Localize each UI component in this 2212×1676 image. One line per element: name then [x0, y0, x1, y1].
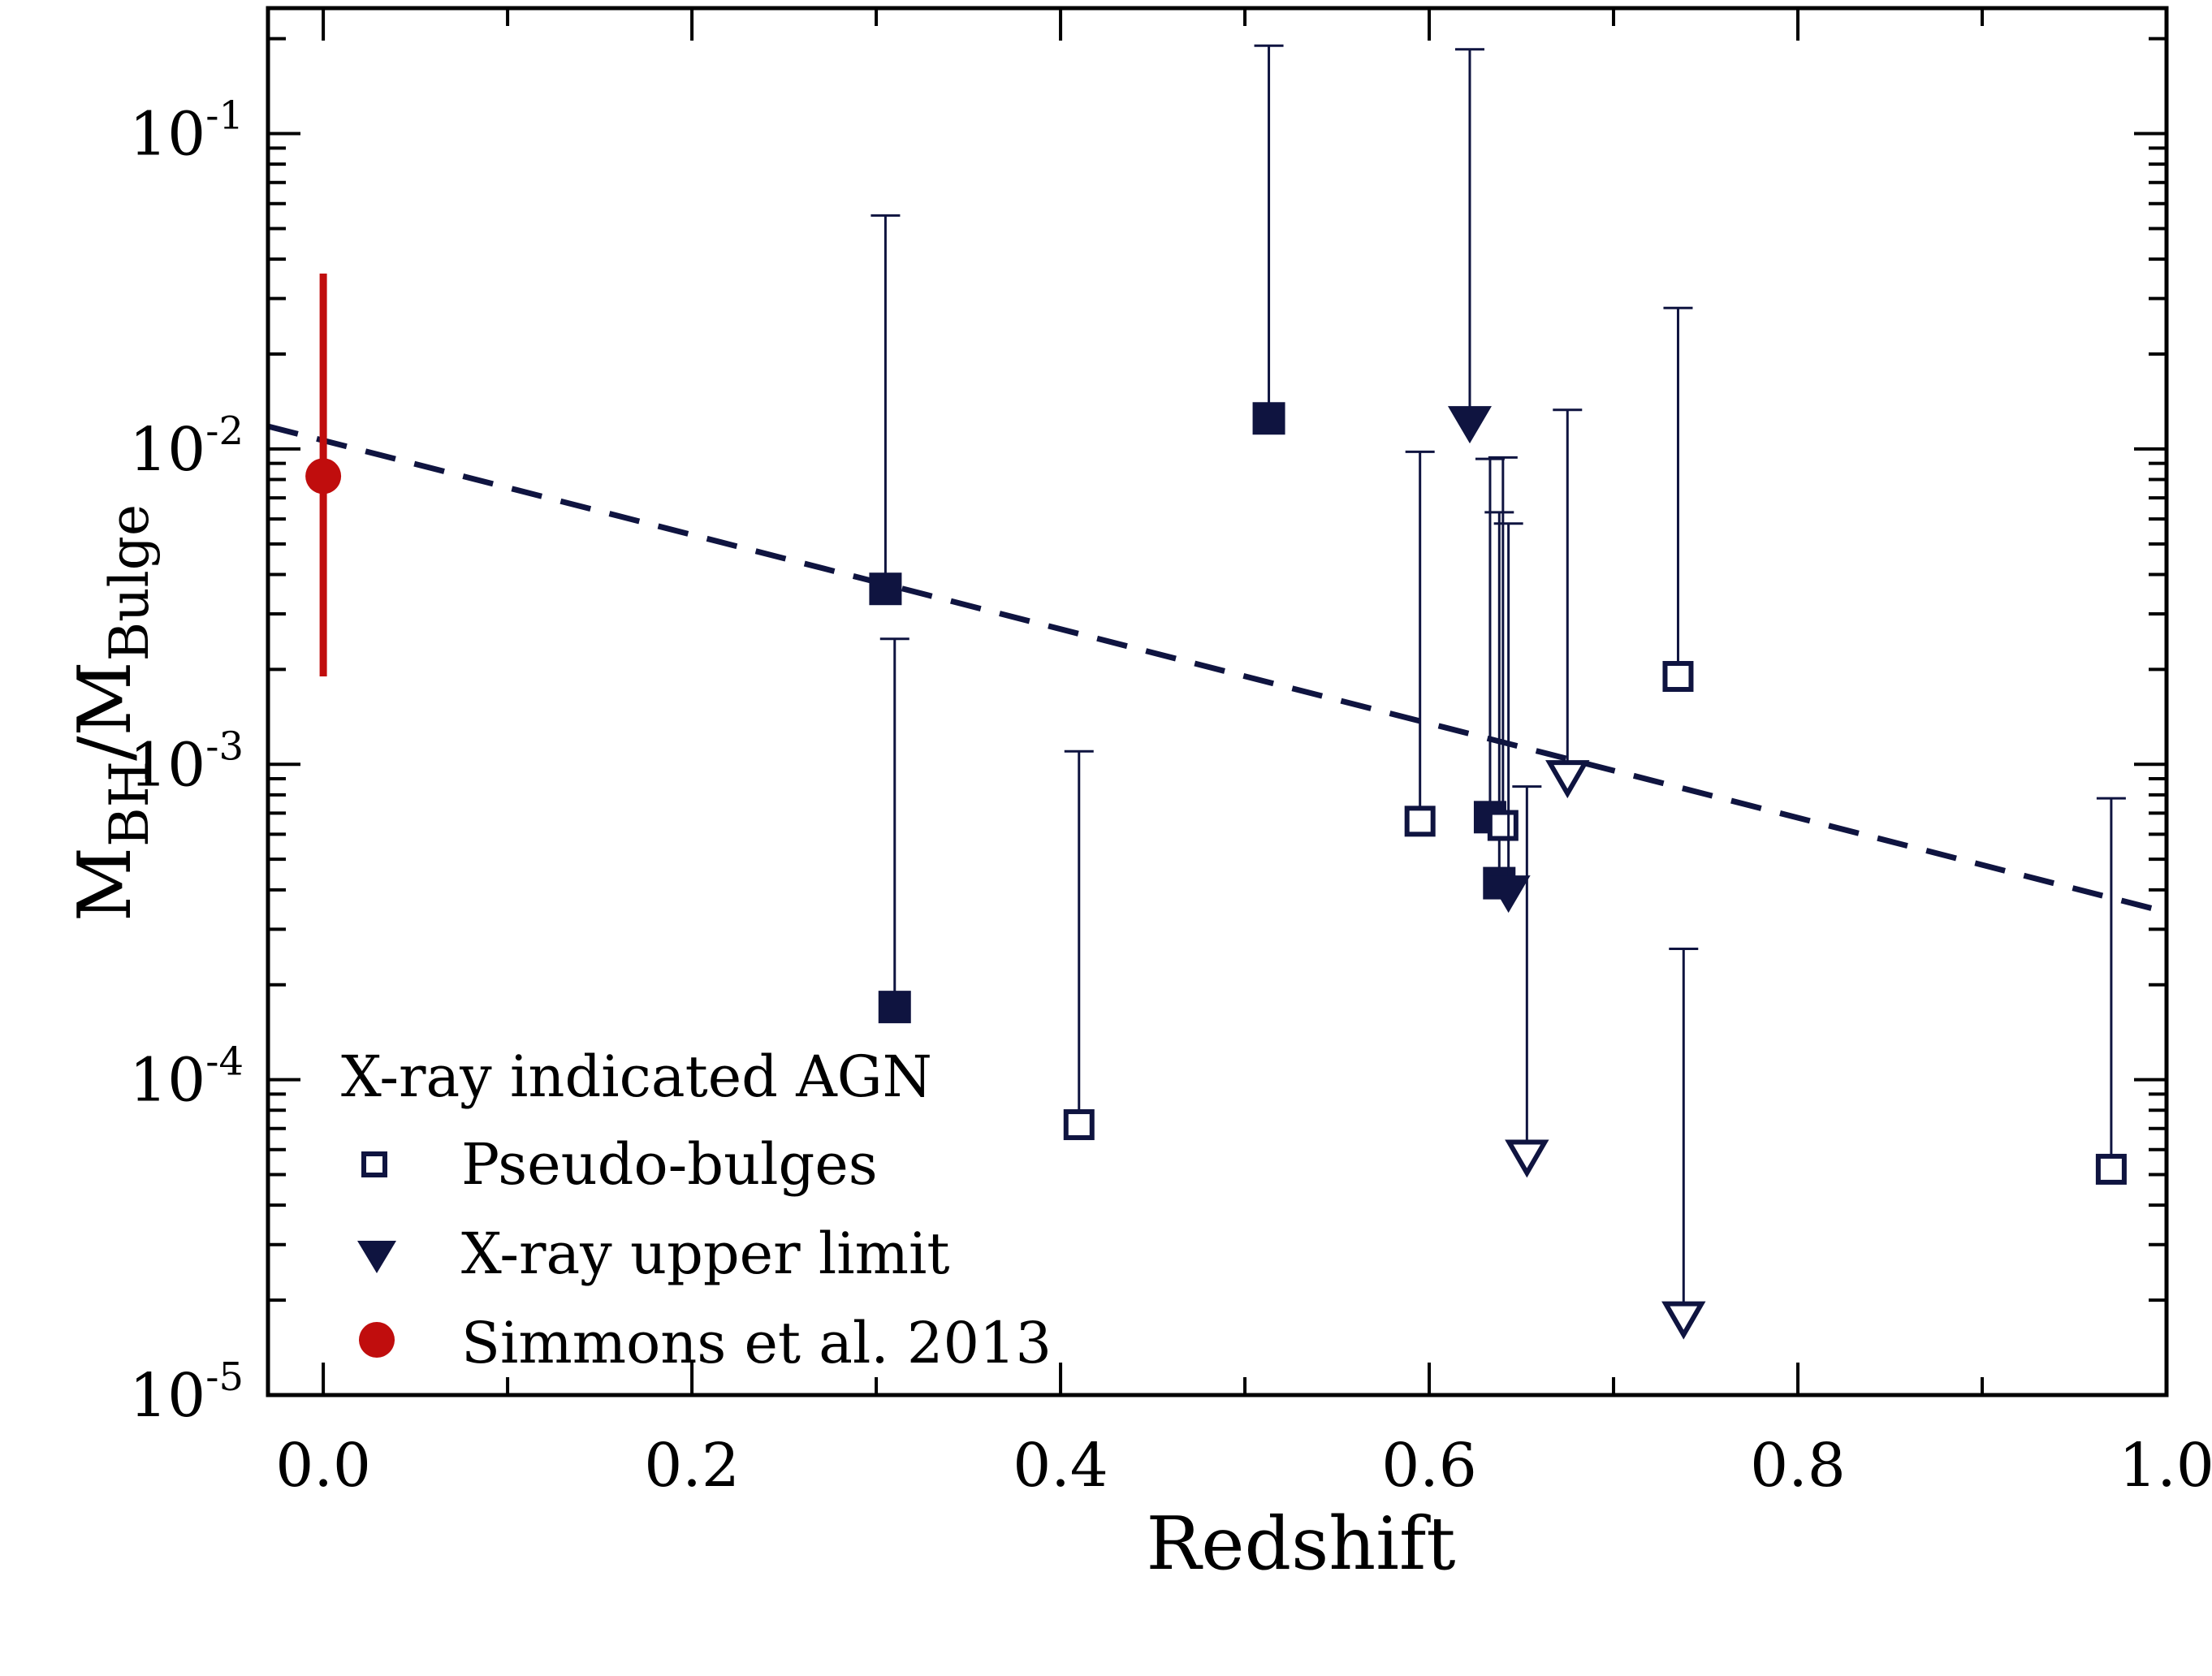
- plot-frame: [266, 6, 2169, 1397]
- y-axis-label: MBH/MBulge: [63, 504, 161, 922]
- y-label-slash: /M: [63, 661, 148, 760]
- pseudo-bulge-point: [1662, 661, 1694, 693]
- upper-limit-pseudo-bulge-point: [1505, 1139, 1549, 1178]
- y-label-sub-bh: BH: [98, 761, 161, 847]
- y-tick-label-base: 10: [129, 100, 205, 170]
- x-tick-label: 0.8: [1750, 1431, 1846, 1501]
- y-tick-label-base: 10: [129, 1046, 205, 1116]
- legend-red-circle-marker: [359, 1322, 395, 1358]
- fit-line: [267, 423, 2167, 915]
- fit-line-layer: [267, 423, 2167, 915]
- y-tick-label: 10-2: [129, 408, 244, 485]
- agn-point: [869, 572, 902, 606]
- y-label-base: M: [63, 847, 148, 922]
- y-tick-label: 10-4: [129, 1039, 244, 1116]
- y-tick-label: 10-5: [129, 1354, 244, 1431]
- x-tick-label: 0.0: [275, 1431, 371, 1501]
- upper-limit-pseudo-bulge-point: [1661, 1301, 1706, 1340]
- y-tick-label: 10-1: [129, 93, 244, 170]
- pseudo-bulge-point: [1404, 806, 1436, 837]
- upper-limit-pseudo-bulge-point: [1545, 760, 1590, 799]
- agn-point: [1252, 402, 1285, 435]
- y-tick-label-exponent: -3: [205, 724, 244, 769]
- pseudo-bulge-point: [1063, 1109, 1095, 1141]
- y-tick-label-exponent: -1: [205, 93, 244, 139]
- y-tick-label-exponent: -4: [205, 1039, 244, 1085]
- x-tick-label: 0.2: [644, 1431, 740, 1501]
- tick-labels: 0.0 0.2 0.4 0.6 0.8 1.010-510-410-310-210-1: [129, 93, 2212, 1501]
- legend-title: X-ray indicated AGN: [341, 1043, 932, 1110]
- y-tick-label: 10-3: [129, 724, 244, 800]
- upper-limit-point: [1447, 406, 1492, 444]
- legend-label-upper-limit: X-ray upper limit: [461, 1220, 950, 1287]
- axis-ticks: [268, 8, 2168, 1397]
- y-tick-label-exponent: -2: [205, 408, 244, 454]
- legend: X-ray indicated AGN Pseudo-bulges X-ray …: [341, 1043, 1052, 1376]
- y-tick-label-base: 10: [129, 1361, 205, 1431]
- y-tick-label-base: 10: [129, 415, 205, 485]
- y-tick-label-base: 10: [129, 730, 205, 800]
- upper-limit-point: [1486, 875, 1531, 914]
- x-tick-label: 1.0: [2119, 1431, 2212, 1501]
- y-tick-label-exponent: -5: [205, 1354, 244, 1400]
- legend-filled-triangle-marker: [357, 1241, 396, 1273]
- legend-label-simmons: Simmons et al. 2013: [461, 1310, 1052, 1376]
- legend-label-pseudo-bulges: Pseudo-bulges: [461, 1131, 878, 1198]
- pseudo-bulge-point: [2095, 1153, 2127, 1185]
- x-axis-label: Redshift: [1146, 1501, 1455, 1587]
- simmons-point: [305, 458, 342, 495]
- data-layer: [305, 44, 2127, 1340]
- agn-point: [878, 991, 911, 1024]
- legend-open-square-marker: [361, 1151, 387, 1177]
- x-tick-label: 0.4: [1013, 1431, 1108, 1501]
- y-label-sub-bulge: Bulge: [98, 504, 161, 661]
- pseudo-bulge-point: [1487, 810, 1519, 841]
- x-tick-label: 0.6: [1381, 1431, 1477, 1501]
